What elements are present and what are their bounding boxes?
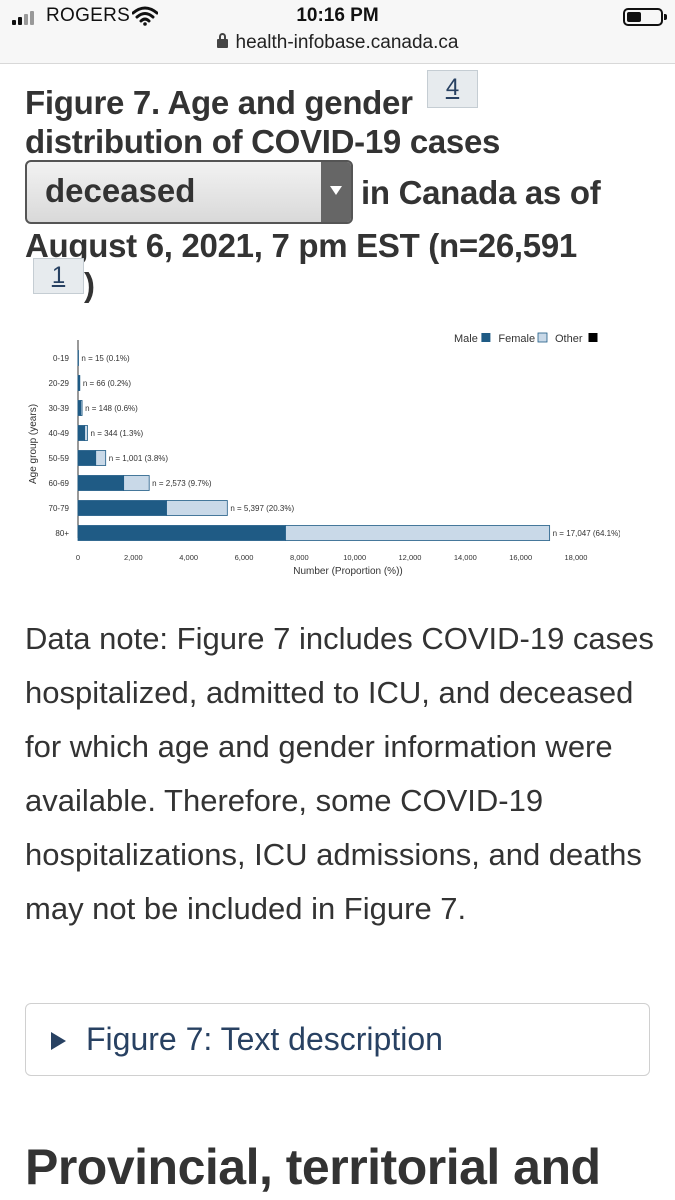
bar-female-80+ xyxy=(285,525,551,541)
chart-legend: Male Female Other xyxy=(454,332,598,345)
section-heading: Provincial, territorial and xyxy=(25,1139,601,1195)
signal-icon xyxy=(12,9,40,25)
chevron-down-icon xyxy=(321,162,351,222)
category-label: 40-49 xyxy=(49,429,70,438)
bar-male-60-69 xyxy=(77,475,125,491)
x-axis-title: Number (Proportion (%)) xyxy=(293,566,402,577)
bar-female-40-49 xyxy=(84,425,88,441)
wifi-icon xyxy=(132,6,158,26)
select-value: deceased xyxy=(45,172,196,209)
status-bar: ROGERS 10:16 PM health-infobase.canada.c… xyxy=(0,0,675,64)
legend-label-male: Male xyxy=(454,333,478,345)
title-line-5: ) xyxy=(84,266,95,303)
bar-female-70-79 xyxy=(166,500,228,516)
legend-swatch-female xyxy=(537,332,548,343)
x-tick-label: 10,000 xyxy=(343,553,366,562)
outcome-select[interactable]: deceased xyxy=(25,160,353,224)
bar-total-label: n = 2,573 (9.7%) xyxy=(152,479,212,488)
footnote-link-1[interactable]: 1 xyxy=(33,258,84,294)
battery-icon xyxy=(623,8,667,26)
text-description-toggle[interactable]: Figure 7: Text description xyxy=(25,1003,650,1076)
category-label: 70-79 xyxy=(49,504,70,513)
category-label: 80+ xyxy=(55,529,69,538)
footnote-link-4[interactable]: 4 xyxy=(427,70,478,108)
legend-swatch-male xyxy=(481,333,491,342)
bar-female-20-29 xyxy=(78,375,81,391)
x-tick-label: 18,000 xyxy=(565,553,588,562)
legend-label-other: Other xyxy=(555,333,583,345)
title-line-3: in Canada as of xyxy=(361,174,601,211)
x-tick-label: 2,000 xyxy=(124,553,143,562)
bar-male-80+ xyxy=(77,525,286,541)
x-tick-label: 4,000 xyxy=(179,553,198,562)
data-note: Data note: Figure 7 includes COVID-19 ca… xyxy=(25,621,654,926)
bar-male-40-49 xyxy=(77,425,86,441)
lock-icon xyxy=(216,33,228,48)
title-line-4: August 6, 2021, 7 pm EST (n=26,591 xyxy=(25,227,577,264)
text-description-label: Figure 7: Text description xyxy=(86,1021,443,1057)
bar-male-70-79 xyxy=(77,500,167,516)
address-bar[interactable]: health-infobase.canada.ca xyxy=(0,32,675,54)
bar-total-label: n = 1,001 (3.8%) xyxy=(109,454,169,463)
age-gender-bar-chart: Male Female Other 0-19 n = 15 (0.1%) 20-29 n … xyxy=(28,332,620,577)
bar-total-label: n = 15 (0.1%) xyxy=(81,354,130,363)
x-tick-label: 0 xyxy=(76,553,80,562)
title-line-1: Figure 7. Age and gender xyxy=(25,84,413,121)
category-label: 30-39 xyxy=(49,404,70,413)
bar-male-50-59 xyxy=(77,450,97,466)
x-tick-label: 14,000 xyxy=(454,553,477,562)
bar-total-label: n = 66 (0.2%) xyxy=(83,379,132,388)
x-tick-label: 16,000 xyxy=(509,553,532,562)
bar-total-label: n = 344 (1.3%) xyxy=(91,429,144,438)
y-axis-title: Age group (years) xyxy=(28,404,39,484)
clock: 10:16 PM xyxy=(296,5,379,26)
title-line-2: distribution of COVID-19 cases xyxy=(25,123,501,160)
chart-bars: 0-19 n = 15 (0.1%) 20-29 n = 66 (0.2%) 30-39… xyxy=(49,340,620,541)
chart-x-axis: 0 2,000 4,000 6,000 8,000 10,000 12,000 14,000 1… xyxy=(76,553,588,562)
category-label: 60-69 xyxy=(49,479,70,488)
url-text: health-infobase.canada.ca xyxy=(235,32,459,53)
x-tick-label: 12,000 xyxy=(399,553,422,562)
category-label: 0-19 xyxy=(53,354,70,363)
expand-triangle-icon xyxy=(51,1032,66,1050)
bar-female-50-59 xyxy=(95,450,107,466)
x-tick-label: 6,000 xyxy=(235,553,254,562)
bar-total-label: n = 148 (0.6%) xyxy=(85,404,138,413)
bar-total-label: n = 17,047 (64.1%) xyxy=(553,529,620,538)
carrier-name: ROGERS xyxy=(46,5,131,26)
bar-female-30-39 xyxy=(80,400,83,416)
bar-total-label: n = 5,397 (20.3%) xyxy=(230,504,294,513)
legend-swatch-other xyxy=(588,333,598,342)
category-label: 50-59 xyxy=(49,454,70,463)
legend-label-female: Female xyxy=(498,333,535,345)
x-tick-label: 8,000 xyxy=(290,553,309,562)
category-label: 20-29 xyxy=(49,379,70,388)
bar-male-30-39 xyxy=(77,400,82,416)
bar-female-60-69 xyxy=(123,475,150,491)
